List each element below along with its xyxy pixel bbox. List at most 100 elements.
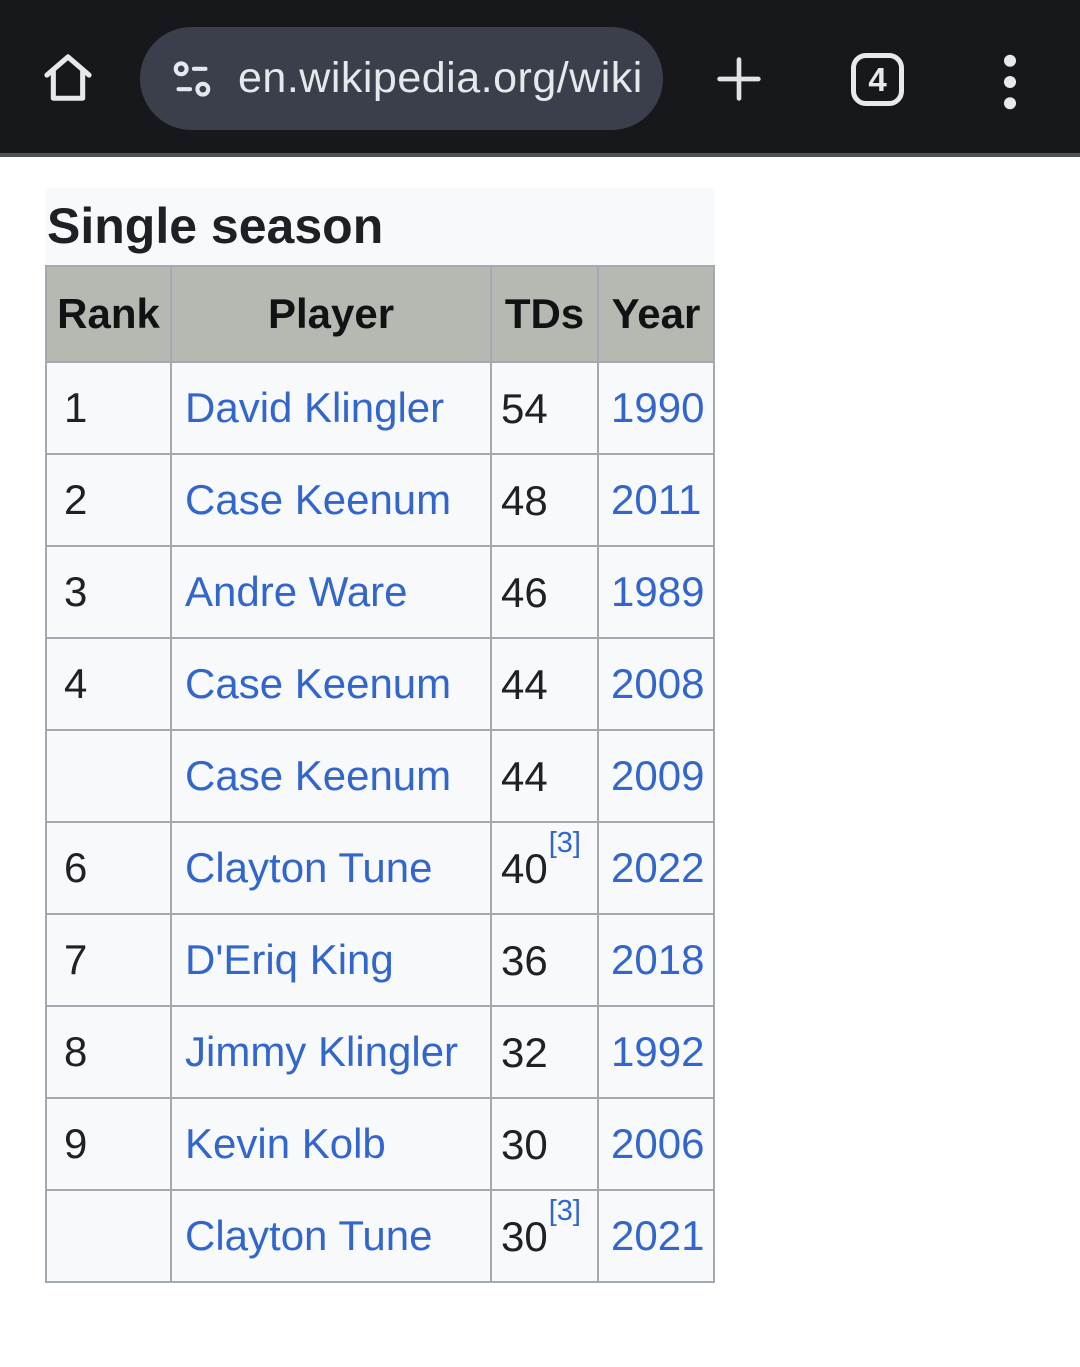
year-link[interactable]: 1989 xyxy=(611,568,705,615)
year-cell: 2022 xyxy=(597,821,715,915)
browser-toolbar: en.wikipedia.org/wiki 4 xyxy=(0,0,1080,157)
new-tab-button[interactable] xyxy=(708,48,770,110)
year-link[interactable]: 2011 xyxy=(611,476,702,523)
player-link[interactable]: D'Eriq King xyxy=(185,936,394,983)
table-row: 1 David Klingler 54 1990 xyxy=(45,361,715,455)
tds-cell: 30 xyxy=(490,1097,599,1191)
tds-value: 30 xyxy=(501,1213,548,1260)
tds-value: 32 xyxy=(501,1029,548,1076)
site-settings-icon[interactable] xyxy=(166,53,218,105)
rank-cell: 1 xyxy=(45,361,172,455)
year-link[interactable]: 1990 xyxy=(611,384,705,431)
url-bar[interactable]: en.wikipedia.org/wiki xyxy=(140,27,663,130)
player-cell: D'Eriq King xyxy=(170,913,492,1007)
player-link[interactable]: Jimmy Klingler xyxy=(185,1028,459,1075)
player-cell: Jimmy Klingler xyxy=(170,1005,492,1099)
column-header-year: Year xyxy=(597,265,715,363)
tds-cell: 32 xyxy=(490,1005,599,1099)
year-link[interactable]: 2022 xyxy=(611,844,705,891)
table-row: 4 Case Keenum 44 2008 xyxy=(45,637,715,731)
tds-cell: 36 xyxy=(490,913,599,1007)
tds-value: 48 xyxy=(501,477,548,524)
tds-value: 46 xyxy=(501,569,548,616)
year-cell: 2018 xyxy=(597,913,715,1007)
column-header-rank: Rank xyxy=(45,265,172,363)
tds-value: 30 xyxy=(501,1121,548,1168)
table-header-row: Rank Player TDs Year xyxy=(45,265,715,363)
player-link[interactable]: Case Keenum xyxy=(185,752,452,799)
year-cell: 2009 xyxy=(597,729,715,823)
tds-value: 44 xyxy=(501,661,548,708)
tds-cell: 40[3] xyxy=(490,821,599,915)
player-cell: Case Keenum xyxy=(170,453,492,547)
url-text: en.wikipedia.org/wiki xyxy=(238,54,643,102)
year-cell: 1992 xyxy=(597,1005,715,1099)
kebab-menu-icon xyxy=(996,48,1024,116)
player-cell: Clayton Tune xyxy=(170,1189,492,1283)
table-row: 7 D'Eriq King 36 2018 xyxy=(45,913,715,1007)
year-cell: 2021 xyxy=(597,1189,715,1283)
table-row: Case Keenum 44 2009 xyxy=(45,729,715,823)
player-link[interactable]: Kevin Kolb xyxy=(185,1120,386,1167)
year-cell: 2008 xyxy=(597,637,715,731)
table-row: 2 Case Keenum 48 2011 xyxy=(45,453,715,547)
year-link[interactable]: 2018 xyxy=(611,936,705,983)
tds-cell: 46 xyxy=(490,545,599,639)
player-link[interactable]: Case Keenum xyxy=(185,660,452,707)
year-link[interactable]: 2009 xyxy=(611,752,705,799)
tds-value: 40 xyxy=(501,845,548,892)
rank-cell: 6 xyxy=(45,821,172,915)
tds-cell: 44 xyxy=(490,729,599,823)
rank-cell: 7 xyxy=(45,913,172,1007)
browser-menu-button[interactable] xyxy=(996,48,1024,116)
home-button[interactable] xyxy=(36,46,100,110)
tab-count: 4 xyxy=(868,60,887,98)
tds-value: 44 xyxy=(501,753,548,800)
player-link[interactable]: Clayton Tune xyxy=(185,844,433,891)
year-link[interactable]: 2006 xyxy=(611,1120,705,1167)
home-icon xyxy=(36,46,100,110)
tds-cell: 54 xyxy=(490,361,599,455)
player-cell: Clayton Tune xyxy=(170,821,492,915)
tds-value: 36 xyxy=(501,937,548,984)
plus-icon xyxy=(708,48,770,110)
table-row: Clayton Tune 30[3] 2021 xyxy=(45,1189,715,1283)
rank-cell xyxy=(45,1189,172,1283)
player-cell: Case Keenum xyxy=(170,729,492,823)
year-cell: 2006 xyxy=(597,1097,715,1191)
column-header-tds: TDs xyxy=(490,265,599,363)
player-cell: Case Keenum xyxy=(170,637,492,731)
reference-link[interactable]: [3] xyxy=(548,1195,581,1227)
player-link[interactable]: Andre Ware xyxy=(185,568,408,615)
year-link[interactable]: 2021 xyxy=(611,1212,705,1259)
table-row: 6 Clayton Tune 40[3] 2022 xyxy=(45,821,715,915)
single-season-table: Single season Rank Player TDs Year 1 Dav… xyxy=(45,188,715,1283)
rank-cell: 8 xyxy=(45,1005,172,1099)
tds-cell: 48 xyxy=(490,453,599,547)
reference-link[interactable]: [3] xyxy=(548,827,581,859)
year-link[interactable]: 2008 xyxy=(611,660,705,707)
tds-cell: 44 xyxy=(490,637,599,731)
player-link[interactable]: Clayton Tune xyxy=(185,1212,433,1259)
column-header-player: Player xyxy=(170,265,492,363)
player-cell: Andre Ware xyxy=(170,545,492,639)
tds-cell: 30[3] xyxy=(490,1189,599,1283)
rank-cell: 3 xyxy=(45,545,172,639)
table-row: 9 Kevin Kolb 30 2006 xyxy=(45,1097,715,1191)
table-row: 3 Andre Ware 46 1989 xyxy=(45,545,715,639)
rank-cell xyxy=(45,729,172,823)
rank-cell: 2 xyxy=(45,453,172,547)
year-cell: 1990 xyxy=(597,361,715,455)
year-link[interactable]: 1992 xyxy=(611,1028,705,1075)
tds-value: 54 xyxy=(501,385,548,432)
player-link[interactable]: David Klingler xyxy=(185,384,445,431)
player-cell: Kevin Kolb xyxy=(170,1097,492,1191)
rank-cell: 9 xyxy=(45,1097,172,1191)
player-link[interactable]: Case Keenum xyxy=(185,476,452,523)
player-cell: David Klingler xyxy=(170,361,492,455)
year-cell: 2011 xyxy=(597,453,715,547)
rank-cell: 4 xyxy=(45,637,172,731)
tab-switcher-button[interactable]: 4 xyxy=(851,53,904,106)
table-caption: Single season xyxy=(45,188,715,265)
year-cell: 1989 xyxy=(597,545,715,639)
